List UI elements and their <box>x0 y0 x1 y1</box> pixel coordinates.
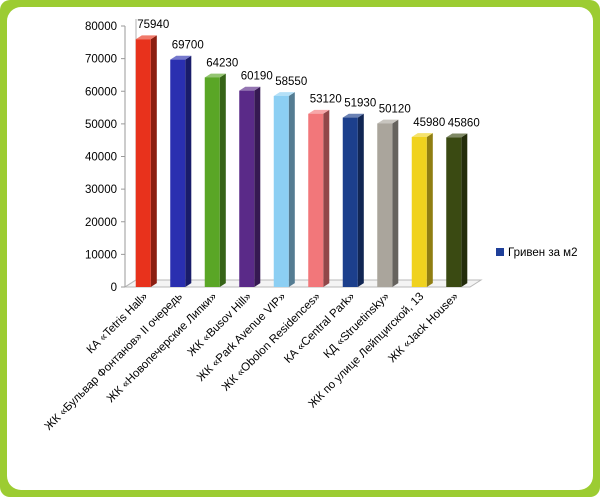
bar <box>239 90 255 287</box>
x-tick-label: КА «Tetris Hall» <box>85 291 151 357</box>
bar-side <box>185 55 192 287</box>
bar-side <box>150 35 157 287</box>
y-tick-label: 50000 <box>85 119 117 131</box>
y-tick-label: 30000 <box>85 184 117 196</box>
y-tick-label: 40000 <box>85 152 117 164</box>
bar <box>377 123 393 288</box>
y-tick-label: 80000 <box>85 21 117 33</box>
bar-side <box>323 109 330 287</box>
bar-top <box>170 55 192 60</box>
data-label: 75940 <box>137 19 169 31</box>
bar-side <box>426 133 433 287</box>
data-label: 50120 <box>379 103 411 115</box>
bar <box>204 77 220 288</box>
bar <box>273 95 289 287</box>
x-tick-label: ЖК «Бульвар Фонтанов» II очередь <box>43 291 185 433</box>
legend-swatch <box>496 248 504 256</box>
y-tick-label: 0 <box>111 282 117 294</box>
bar-top <box>135 35 157 40</box>
bar-side <box>254 86 261 288</box>
bar-side <box>392 119 399 287</box>
bar <box>342 117 358 288</box>
data-label: 53120 <box>310 94 342 106</box>
legend-label: Гривен за м2 <box>508 247 578 259</box>
bar-top <box>446 133 468 138</box>
data-label: 64230 <box>206 57 238 69</box>
bar-top <box>308 109 330 114</box>
bar-top <box>342 113 364 118</box>
y-tick-label: 60000 <box>85 86 117 98</box>
data-label: 58550 <box>275 76 307 88</box>
bar-top <box>377 119 399 124</box>
data-label: 51930 <box>344 98 376 110</box>
bar-top <box>273 92 295 96</box>
x-tick-label: ЖК «Busov Hill» <box>186 291 254 359</box>
bar-top <box>204 73 226 78</box>
bar <box>446 137 462 287</box>
bar <box>135 39 151 287</box>
bar <box>308 113 324 287</box>
bar-side <box>461 133 468 287</box>
data-label: 69700 <box>172 40 204 52</box>
bar-chart: 0 10000 20000 30000 40000 50000 60000 70000 8000… <box>43 19 578 433</box>
back-wall-left-edge <box>124 19 137 288</box>
y-tick-label: 70000 <box>85 54 117 66</box>
y-tick-label: 20000 <box>85 217 117 229</box>
chart-panel: 0 10000 20000 30000 40000 50000 60000 70000 8000… <box>7 7 593 490</box>
bar <box>170 59 186 288</box>
bar <box>411 136 427 287</box>
bar-side <box>219 73 226 287</box>
data-label: 45980 <box>413 117 445 129</box>
bar-side <box>288 92 295 288</box>
x-tick-label: КД «Struetinsky» <box>322 291 392 361</box>
data-label: 60190 <box>241 71 273 83</box>
bar-top <box>239 86 261 91</box>
bar-side <box>357 113 364 287</box>
y-tick-label: 10000 <box>85 249 117 261</box>
bar-top <box>411 133 433 137</box>
data-label: 45860 <box>448 117 480 129</box>
